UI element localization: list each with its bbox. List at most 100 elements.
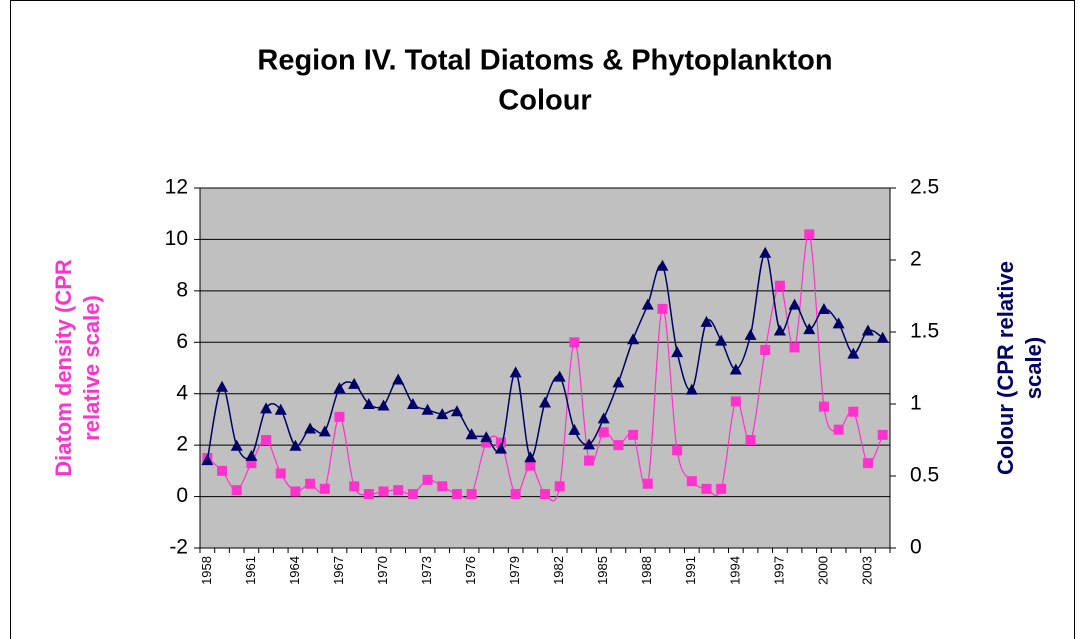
y-tick-label: 2 [176, 433, 188, 456]
data-point [362, 398, 375, 409]
data-point [421, 403, 434, 415]
x-tick-label: 1979 [507, 556, 522, 585]
y-tick-label: 0 [176, 484, 188, 507]
data-point [847, 347, 860, 359]
x-tick-group: 1958 [199, 556, 214, 585]
data-point [217, 465, 228, 476]
data-point [597, 412, 610, 424]
data-point [319, 483, 330, 494]
data-point [393, 485, 404, 496]
data-point [745, 435, 756, 445]
data-point [773, 324, 786, 336]
data-point [862, 458, 873, 469]
data-point [833, 424, 844, 435]
data-point [759, 246, 772, 258]
data-point [672, 445, 683, 456]
data-point [788, 298, 801, 310]
data-point [230, 439, 243, 451]
x-tick-label: 1982 [551, 556, 566, 585]
data-point [817, 302, 830, 314]
y-axis-label: relative scale) [79, 295, 104, 441]
data-point [568, 423, 581, 435]
data-point [216, 380, 229, 392]
data-point [290, 486, 301, 497]
x-tick-label: 1967 [331, 556, 346, 585]
x-tick-group: 1976 [463, 556, 478, 585]
data-point [378, 486, 389, 497]
data-point [437, 481, 448, 492]
data-point [377, 399, 390, 411]
data-point [642, 478, 653, 489]
data-point [685, 383, 698, 395]
data-point [877, 429, 888, 440]
data-point [744, 328, 757, 340]
data-point [803, 323, 816, 335]
y-tick-label: 8 [176, 278, 188, 301]
data-point [539, 396, 551, 408]
data-point [613, 440, 624, 451]
data-point [334, 411, 345, 422]
x-tick-group: 1973 [419, 556, 434, 585]
data-point [451, 489, 462, 499]
data-point [246, 458, 257, 469]
data-point [495, 437, 506, 448]
data-point [612, 376, 625, 388]
data-point [861, 324, 874, 336]
data-point [876, 331, 889, 343]
x-tick-label: 1976 [463, 556, 478, 585]
data-point [231, 485, 242, 496]
data-point [466, 489, 477, 499]
y2-tick-label: 1 [910, 392, 922, 415]
y2-axis-label: scale) [1021, 337, 1046, 399]
chart-title: Colour [498, 85, 591, 117]
y2-tick-label: 0.5 [910, 464, 939, 487]
data-point [245, 449, 258, 461]
data-point [789, 342, 800, 353]
y2-tick-label: 1.5 [910, 320, 939, 343]
data-point [583, 438, 596, 450]
x-tick-label: 1970 [375, 556, 390, 585]
data-point [730, 396, 741, 407]
x-tick-label: 1991 [683, 556, 698, 585]
x-tick-label: 1958 [199, 556, 214, 585]
data-point [524, 451, 537, 463]
data-point [304, 422, 317, 434]
y2-tick-label: 2 [910, 248, 922, 271]
data-point [494, 442, 507, 454]
x-tick-group: 1988 [639, 556, 654, 585]
x-tick-group: 1967 [331, 556, 346, 585]
data-point [349, 481, 360, 492]
y2-axis-label: Colour (CPR relative [993, 261, 1018, 475]
data-point [333, 382, 346, 394]
x-tick-group: 1964 [287, 556, 302, 585]
data-point [848, 406, 859, 417]
y2-tick-label: 2.5 [910, 176, 939, 199]
data-point [818, 401, 829, 412]
data-point [261, 435, 272, 445]
data-point [305, 478, 316, 489]
x-tick-label: 1988 [639, 556, 654, 585]
data-point [407, 489, 418, 499]
x-tick-label: 1994 [727, 556, 742, 585]
chart-title: Region IV. Total Diatoms & Phytoplankton [257, 45, 832, 77]
data-point [700, 315, 713, 327]
data-point [289, 439, 302, 451]
y-tick-label: 6 [176, 330, 188, 353]
data-point [554, 481, 565, 492]
y-tick-label: 10 [165, 227, 188, 250]
data-point [657, 303, 668, 314]
x-tick-label: 1973 [419, 556, 434, 585]
x-tick-group: 1961 [243, 556, 258, 585]
x-tick-group: 2003 [859, 556, 874, 585]
data-point [715, 334, 728, 346]
data-point [465, 428, 478, 440]
data-point [509, 366, 522, 378]
data-point [656, 259, 669, 271]
x-tick-label: 1985 [595, 556, 610, 585]
data-point [363, 489, 374, 499]
x-tick-group: 1997 [771, 556, 786, 585]
data-point [701, 483, 712, 494]
data-point [422, 474, 433, 485]
data-point [628, 429, 639, 440]
